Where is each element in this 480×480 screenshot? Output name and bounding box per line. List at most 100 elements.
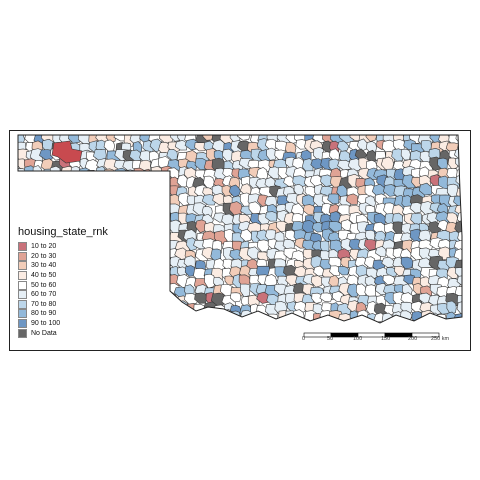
county-region[interactable] [151, 240, 165, 253]
county-region[interactable] [130, 303, 144, 315]
county-region[interactable] [105, 275, 121, 287]
county-region[interactable] [22, 196, 36, 210]
county-region[interactable] [61, 193, 74, 207]
county-region[interactable] [142, 183, 155, 197]
county-region[interactable] [14, 204, 24, 219]
county-region[interactable] [327, 193, 340, 205]
county-region[interactable] [107, 232, 118, 247]
county-region[interactable] [111, 322, 125, 334]
county-region[interactable] [67, 202, 83, 216]
county-region[interactable] [264, 304, 278, 317]
county-region[interactable] [61, 186, 72, 198]
county-region[interactable] [147, 310, 161, 321]
county-region[interactable] [149, 273, 161, 289]
county-region[interactable] [437, 157, 448, 170]
county-region[interactable] [41, 175, 54, 187]
county-region[interactable] [29, 148, 44, 163]
county-region[interactable] [132, 284, 147, 296]
county-region[interactable] [256, 239, 270, 253]
county-region[interactable] [76, 202, 88, 214]
county-region[interactable] [142, 213, 153, 225]
county-region[interactable] [159, 185, 171, 199]
county-region[interactable] [454, 204, 466, 215]
county-region[interactable] [393, 139, 406, 152]
county-region[interactable] [131, 222, 143, 235]
county-region[interactable] [14, 196, 25, 210]
county-region[interactable] [140, 311, 153, 324]
county-region[interactable] [104, 174, 117, 190]
county-region[interactable] [123, 240, 140, 252]
county-region[interactable] [134, 185, 148, 197]
county-region[interactable] [157, 318, 173, 331]
county-region[interactable] [76, 187, 89, 200]
county-region[interactable] [131, 196, 147, 211]
county-region[interactable] [224, 275, 234, 286]
county-region[interactable] [66, 212, 79, 224]
county-region[interactable] [132, 312, 144, 324]
county-region[interactable] [175, 322, 189, 335]
county-region[interactable] [133, 232, 146, 246]
county-region[interactable] [301, 219, 315, 234]
county-region[interactable] [165, 318, 181, 332]
county-region[interactable] [69, 166, 82, 178]
county-region[interactable] [141, 302, 154, 314]
county-region[interactable] [68, 184, 81, 195]
county-region[interactable] [42, 213, 58, 227]
county-region[interactable] [43, 203, 55, 219]
county-region[interactable] [25, 184, 36, 198]
county-region[interactable] [223, 321, 235, 334]
county-region[interactable] [149, 204, 162, 220]
county-region[interactable] [123, 231, 136, 246]
county-region[interactable] [86, 201, 99, 214]
county-region[interactable] [195, 324, 209, 337]
county-region[interactable] [159, 303, 171, 319]
county-region[interactable] [159, 204, 172, 220]
county-region[interactable] [106, 322, 116, 336]
county-region[interactable] [130, 248, 145, 260]
county-region[interactable] [49, 165, 61, 180]
county-region[interactable] [78, 167, 92, 183]
county-region[interactable] [51, 214, 64, 226]
county-region[interactable] [123, 186, 136, 199]
county-region[interactable] [116, 185, 130, 199]
county-region[interactable] [400, 310, 413, 323]
county-region[interactable] [123, 293, 137, 307]
county-region[interactable] [123, 283, 135, 298]
county-region[interactable] [140, 274, 154, 289]
county-region[interactable] [157, 284, 171, 298]
county-region[interactable] [114, 215, 128, 228]
county-region[interactable] [426, 212, 438, 224]
county-region[interactable] [345, 193, 359, 205]
county-region[interactable] [284, 324, 295, 338]
county-region[interactable] [84, 184, 99, 198]
county-region[interactable] [428, 221, 442, 235]
county-region[interactable] [364, 284, 376, 300]
county-region[interactable] [168, 313, 182, 328]
county-region[interactable] [133, 214, 148, 225]
county-region[interactable] [453, 239, 465, 251]
county-region[interactable] [130, 277, 143, 288]
county-region[interactable] [320, 174, 333, 187]
county-region[interactable] [267, 166, 280, 179]
county-region[interactable] [194, 292, 208, 304]
county-region[interactable] [142, 286, 154, 300]
county-region[interactable] [156, 192, 170, 204]
county-region[interactable] [142, 232, 154, 244]
county-region[interactable] [22, 176, 35, 188]
county-region[interactable] [94, 194, 107, 208]
county-region[interactable] [32, 183, 46, 200]
county-region[interactable] [184, 321, 199, 335]
county-region[interactable] [255, 312, 268, 324]
county-region[interactable] [125, 311, 139, 323]
county-region[interactable] [140, 258, 157, 270]
county-region[interactable] [229, 320, 242, 329]
county-region[interactable] [295, 139, 307, 150]
county-region[interactable] [456, 300, 469, 316]
county-region[interactable] [111, 267, 126, 281]
county-region[interactable] [194, 312, 208, 325]
county-region[interactable] [114, 241, 129, 251]
county-region[interactable] [156, 229, 170, 240]
county-region[interactable] [149, 193, 164, 205]
county-region[interactable] [336, 140, 350, 152]
county-region[interactable] [156, 219, 170, 233]
